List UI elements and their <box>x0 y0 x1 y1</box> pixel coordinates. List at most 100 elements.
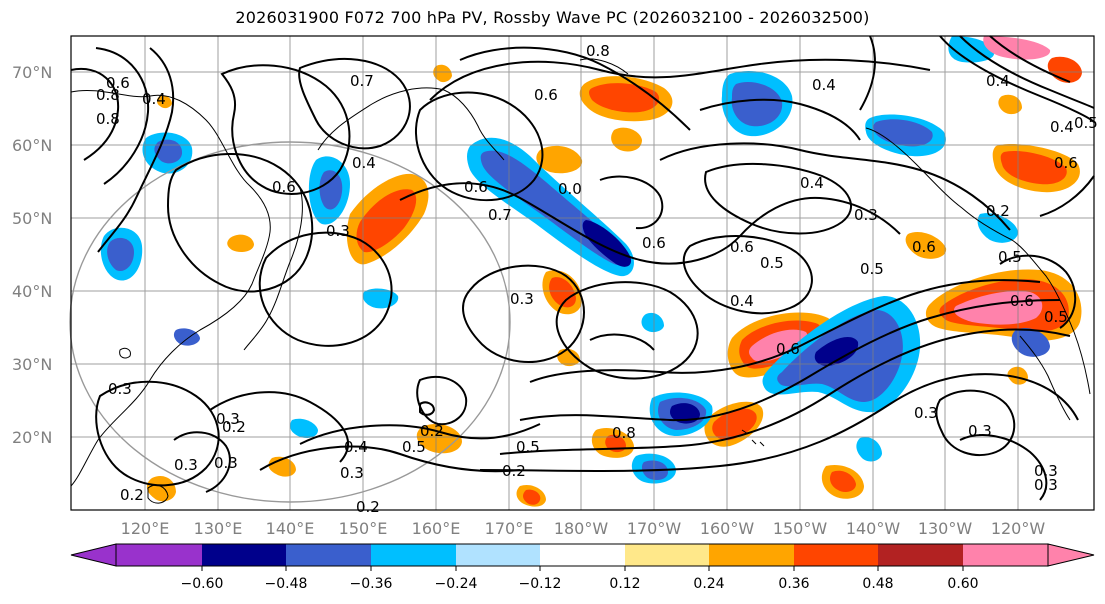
contour-label: 0.3 <box>1034 476 1058 494</box>
contour-label: 0.3 <box>340 464 364 482</box>
contour-label: 0.6 <box>534 86 558 104</box>
contour-label: 0.5 <box>860 260 884 278</box>
longitude-label: 120°E <box>121 519 170 538</box>
colorbar: −0.60 −0.48 −0.36 −0.24 −0.12 0.12 0.24 … <box>70 543 1095 592</box>
contour-label: 0.3 <box>854 206 878 224</box>
contour-label: 0.6 <box>464 178 488 196</box>
colorbar-segment <box>963 544 1048 566</box>
contour-label: 0.5 <box>516 438 540 456</box>
contour-label: 0.8 <box>96 110 120 128</box>
longitude-label: 180°W <box>554 519 609 538</box>
contour-label: 0.6 <box>1054 154 1078 172</box>
plot-title: 2026031900 F072 700 hPa PV, Rossby Wave … <box>235 8 870 27</box>
colorbar-segment <box>456 544 540 566</box>
longitude-label: 170°E <box>485 519 534 538</box>
longitude-label: 170°W <box>627 519 682 538</box>
colorbar-segment <box>794 544 878 566</box>
contour-label: 0.4 <box>1050 118 1074 136</box>
longitude-label: 150°E <box>339 519 388 538</box>
colorbar-tick-label: −0.60 <box>181 576 224 592</box>
contour-label: 0.7 <box>488 206 512 224</box>
contour-label: 0.6 <box>106 74 130 92</box>
contour-label: 0.4 <box>142 90 166 108</box>
colorbar-extend-left <box>70 543 117 567</box>
contour-label: 0.0 <box>558 180 582 198</box>
longitude-label: 140°W <box>846 519 901 538</box>
contour-label: 0.6 <box>272 178 296 196</box>
map-panel: 0.8 0.6 0.4 0.8 0.7 0.6 0.6 0.3 0.4 0.4 … <box>69 35 1098 516</box>
contour-label: 0.3 <box>216 410 240 428</box>
contour-label: 0.2 <box>502 462 526 480</box>
contour-label: 0.2 <box>120 486 144 504</box>
contour-label: 0.6 <box>912 238 936 256</box>
latitude-label: 40°N <box>12 282 52 301</box>
colorbar-tick-label: −0.36 <box>350 576 393 592</box>
contour-label: 0.8 <box>586 42 610 60</box>
contour-label: 0.5 <box>1044 308 1068 326</box>
contour-label: 0.3 <box>1034 462 1058 480</box>
contour-label: 0.3 <box>968 422 992 440</box>
colorbar-segment <box>286 544 371 566</box>
latitude-axis: 70°N 60°N 50°N 40°N 30°N 20°N <box>12 63 52 447</box>
contour-label: 0.3 <box>510 290 534 308</box>
longitude-axis: 120°E 130°E 140°E 150°E 160°E 170°E 180°… <box>121 519 1046 538</box>
contour-label: 0.5 <box>760 254 784 272</box>
longitude-label: 150°W <box>773 519 828 538</box>
colorbar-segment <box>878 544 963 566</box>
contour-label: 0.6 <box>1010 292 1034 310</box>
contour-label: 0.8 <box>96 86 120 104</box>
contour-label: 0.6 <box>642 234 666 252</box>
colorbar-tick-label: 0.36 <box>778 576 809 592</box>
colorbar-extend-right <box>1047 543 1095 567</box>
colorbar-segment <box>540 544 625 566</box>
contour-label: 0.2 <box>356 498 380 516</box>
colorbar-segment <box>116 544 202 566</box>
contour-labels: 0.8 0.6 0.4 0.8 0.7 0.6 0.6 0.3 0.4 0.4 … <box>96 42 1098 516</box>
colorbar-tick-label: −0.24 <box>435 576 478 592</box>
longitude-label: 130°E <box>194 519 243 538</box>
contour-label: 0.4 <box>986 72 1010 90</box>
longitude-label: 140°E <box>266 519 315 538</box>
contour-label: 0.3 <box>914 404 938 422</box>
longitude-label: 160°E <box>412 519 461 538</box>
contour-label: 0.7 <box>350 72 374 90</box>
colorbar-tick-label: 0.12 <box>609 576 640 592</box>
latitude-label: 50°N <box>12 209 52 228</box>
colorbar-segment <box>202 544 286 566</box>
colorbar-tick-label: −0.12 <box>519 576 562 592</box>
contour-label: 0.3 <box>326 222 350 240</box>
colorbar-tick-label: 0.24 <box>693 576 724 592</box>
contour-label: 0.3 <box>214 454 238 472</box>
latitude-label: 70°N <box>12 63 52 82</box>
contour-label: 0.4 <box>812 76 836 94</box>
colorbar-segment <box>371 544 456 566</box>
colorbar-tick-label: −0.48 <box>265 576 308 592</box>
contour-label: 0.8 <box>612 424 636 442</box>
longitude-label: 130°W <box>918 519 973 538</box>
contour-label: 0.2 <box>420 422 444 440</box>
latitude-label: 20°N <box>12 428 52 447</box>
contour-label: 0.3 <box>108 380 132 398</box>
latitude-label: 60°N <box>12 136 52 155</box>
contour-label: 0.2 <box>986 202 1010 220</box>
longitude-label: 120°W <box>991 519 1046 538</box>
colorbar-tick-label: 0.60 <box>947 576 978 592</box>
contour-label: 0.4 <box>352 154 376 172</box>
contour-label: 0.5 <box>402 438 426 456</box>
colorbar-tick-label: 0.48 <box>862 576 893 592</box>
contour-label: 0.4 <box>800 174 824 192</box>
contour-label: 0.4 <box>730 292 754 310</box>
contour-label: 0.3 <box>174 456 198 474</box>
colorbar-segment <box>709 544 794 566</box>
contour-label: 0.5 <box>998 248 1022 266</box>
latitude-label: 30°N <box>12 355 52 374</box>
contour-label: 0.4 <box>344 438 368 456</box>
contour-label: 0.2 <box>222 418 246 436</box>
contour-label: 0.6 <box>776 340 800 358</box>
contour-label: 0.5 <box>1074 114 1098 132</box>
contour-label: 0.6 <box>730 238 754 256</box>
reference-circle <box>69 141 511 503</box>
longitude-label: 160°W <box>700 519 755 538</box>
colorbar-segment <box>625 544 709 566</box>
